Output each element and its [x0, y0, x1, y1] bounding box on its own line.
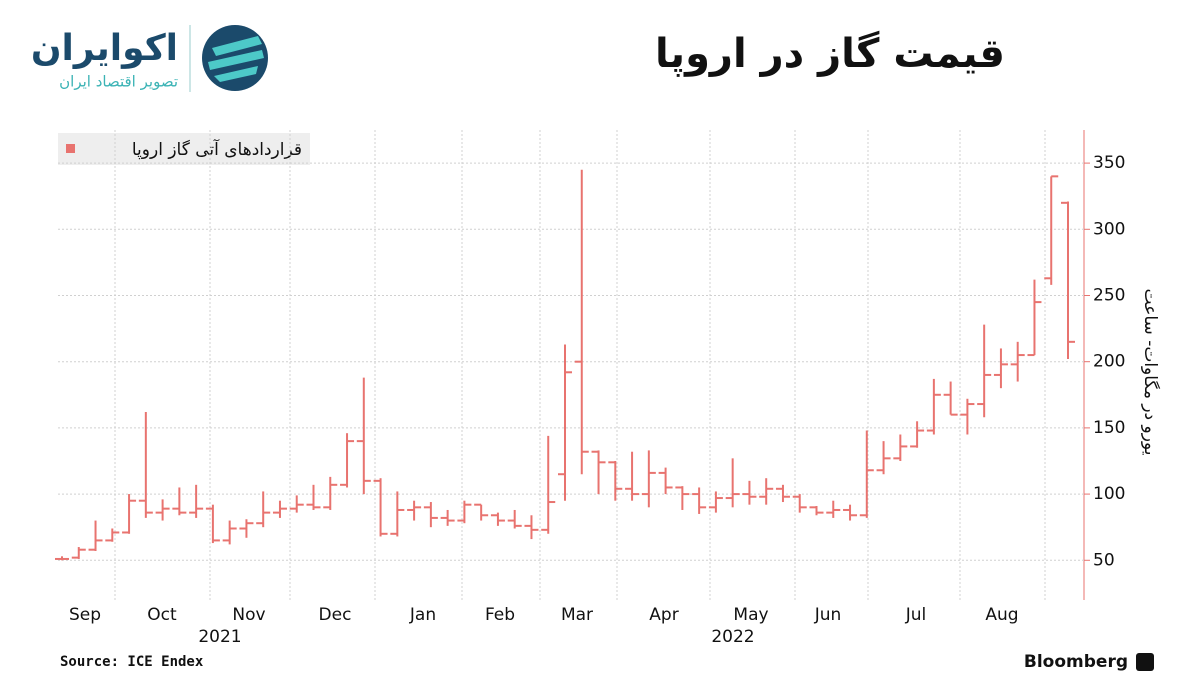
brand-tagline: تصویر اقتصاد ایران — [59, 73, 178, 91]
credit: Bloomberg — [1024, 652, 1128, 672]
brand-name: اکوایران — [31, 28, 178, 69]
x-tick-label: Aug — [985, 605, 1018, 625]
x-tick-label: May — [733, 605, 768, 625]
year-label: 2021 — [198, 627, 241, 647]
legend-box — [58, 133, 310, 165]
credit-icon — [1136, 653, 1154, 671]
y-tick-label: 250 — [1093, 285, 1125, 305]
x-tick-label: Apr — [649, 605, 678, 625]
x-tick-label: Jul — [905, 605, 927, 625]
y-tick-label: 150 — [1093, 418, 1125, 438]
y-tick-label: 200 — [1093, 352, 1125, 372]
logo-icon — [202, 25, 268, 91]
y-axis-label: یورو در مگاوات- ساعت — [1140, 289, 1161, 456]
x-tick-label: Oct — [147, 605, 177, 625]
x-tick-label: Nov — [232, 605, 265, 625]
y-tick-label: 50 — [1093, 550, 1115, 570]
x-tick-label: Jun — [814, 605, 842, 625]
x-tick-label: Jan — [409, 605, 436, 625]
x-tick-label: Feb — [485, 605, 515, 625]
month-grid — [114, 130, 1046, 600]
x-tick-label: Mar — [561, 605, 593, 625]
y-tick-label: 300 — [1093, 219, 1125, 239]
x-tick-label: Dec — [319, 605, 352, 625]
y-tick-label: 350 — [1093, 153, 1125, 173]
chart-title: قیمت گاز در اروپا — [655, 30, 1005, 77]
legend-label: قراردادهای آتی گاز اروپا — [132, 138, 302, 160]
x-tick-label: Sep — [69, 605, 101, 625]
y-tick-label: 100 — [1093, 484, 1125, 504]
legend-swatch — [66, 144, 75, 153]
year-label: 2022 — [711, 627, 754, 647]
source: Source: ICE Endex — [60, 654, 204, 670]
